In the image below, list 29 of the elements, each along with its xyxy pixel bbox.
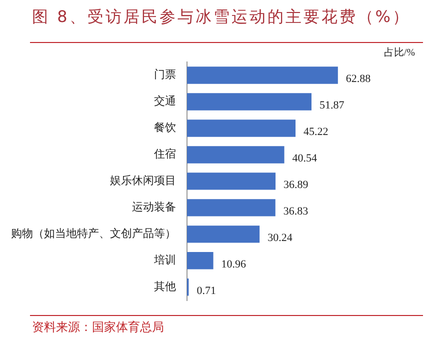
- data-label: 51.87: [319, 100, 345, 112]
- y-tick-label: 培训: [153, 254, 176, 267]
- y-tick-label: 购物（如当地特产、文创产品等）: [11, 227, 176, 240]
- data-label: 36.89: [284, 179, 309, 192]
- bar: [187, 120, 296, 137]
- data-label: 30.24: [268, 232, 293, 244]
- y-tick-label: 娱乐休闲项目: [110, 174, 176, 188]
- bar: [187, 226, 260, 243]
- bar: [187, 252, 214, 270]
- y-tick-label: 餐饮: [154, 122, 176, 134]
- text: 资料来源：国家体育总局: [32, 319, 164, 336]
- y-tick-label: 运动装备: [132, 200, 176, 214]
- bar: [187, 172, 276, 190]
- data-label: 10.96: [221, 258, 247, 271]
- data-label: 36.83: [283, 206, 309, 218]
- bar: [187, 93, 312, 110]
- bar: [187, 66, 338, 84]
- x-axis-title: 占比/%: [384, 46, 415, 59]
- bar: [187, 199, 276, 216]
- y-tick-label: 其他: [154, 280, 176, 294]
- data-label: 40.54: [292, 152, 318, 165]
- data-label: 62.88: [346, 73, 372, 86]
- y-tick-label: 门票: [154, 68, 176, 82]
- chart-title: 图 8、受访居民参与冰雪运动的主要花费（%）: [32, 7, 410, 28]
- bar: [187, 146, 284, 164]
- data-label: 0.71: [196, 285, 216, 298]
- y-tick-label: 交通: [154, 94, 176, 108]
- y-tick-label: 住宿: [154, 148, 176, 161]
- data-label: 45.22: [304, 126, 328, 138]
